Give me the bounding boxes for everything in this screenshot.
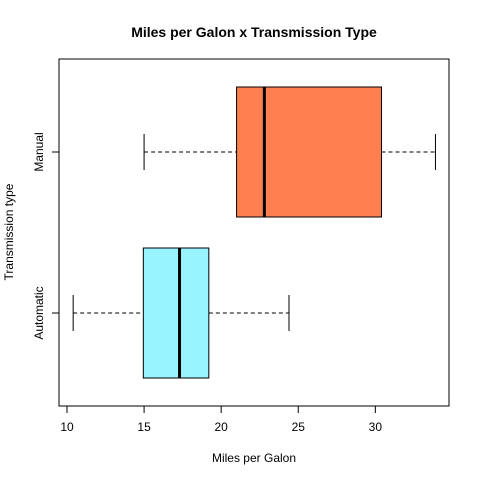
- box-automatic: [72, 247, 290, 379]
- x-axis-label: Miles per Galon: [212, 451, 296, 465]
- boxes-group: [72, 86, 436, 379]
- x-tick-label-25: 25: [292, 420, 306, 434]
- x-tick-label-15: 15: [137, 420, 151, 434]
- x-tick-label-10: 10: [60, 420, 74, 434]
- y-tick-label-automatic: Automatic: [32, 286, 46, 339]
- x-tick-label-30: 30: [369, 420, 383, 434]
- y-axis: Automatic Manual: [32, 132, 60, 340]
- box-manual: [143, 86, 436, 218]
- iqr-box-automatic: [142, 247, 210, 379]
- x-tick-label-20: 20: [214, 420, 228, 434]
- chart-title: Miles per Galon x Transmission Type: [131, 24, 377, 40]
- y-axis-label: Transmission type: [2, 183, 16, 280]
- iqr-box-manual: [236, 86, 382, 218]
- y-tick-label-manual: Manual: [32, 132, 46, 171]
- x-axis: 10 15 20 25 30: [60, 405, 383, 434]
